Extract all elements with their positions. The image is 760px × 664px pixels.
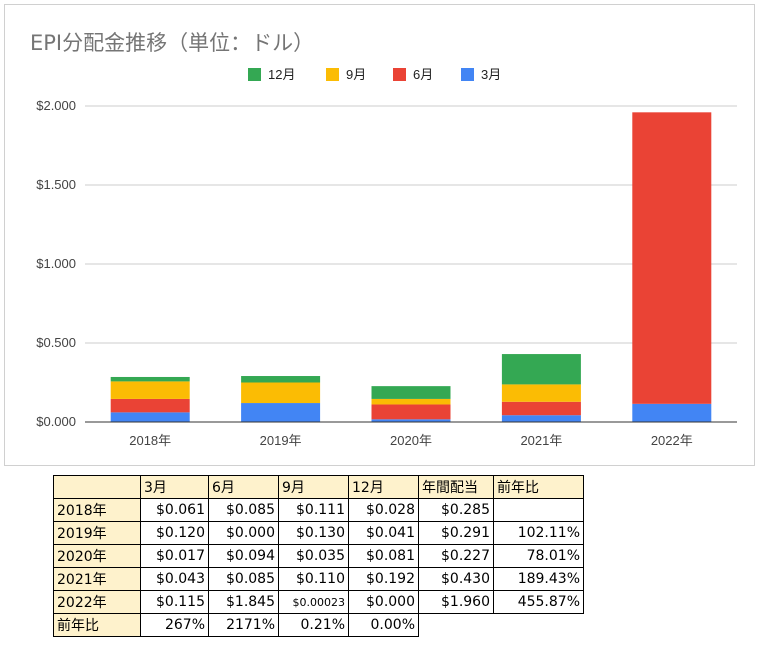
table-cell: $0.000 <box>208 521 279 545</box>
bar-segment <box>110 412 190 422</box>
chart-panel: EPI分配金推移（単位：ドル） $0.000 $0.500 $1.000 $1.500… <box>4 4 755 466</box>
table-cell: $0.000 <box>348 590 419 614</box>
table-cell: $0.094 <box>208 544 279 568</box>
table-cell: $0.085 <box>208 498 279 522</box>
bar-segment <box>371 386 451 399</box>
row-header-cell: 2022年 <box>53 590 141 614</box>
table-cell: $0.115 <box>140 590 209 614</box>
table-cell: $0.192 <box>348 567 419 591</box>
table-cell: $0.291 <box>418 521 494 545</box>
y-tick-label: $1.500 <box>36 177 76 192</box>
table-header-cell: 年間配当 <box>418 475 494 499</box>
y-tick-label: $1.000 <box>36 256 76 271</box>
bar-segment <box>632 403 712 422</box>
y-tick-label: $2.000 <box>36 98 76 113</box>
table-cell: 0.21% <box>278 613 349 637</box>
legend-swatch <box>248 68 261 81</box>
table-header-cell: 3月 <box>140 475 209 499</box>
table-cell: $0.227 <box>418 544 494 568</box>
table-cell: $0.120 <box>140 521 209 545</box>
legend-swatch <box>461 68 474 81</box>
x-tick-label: 2019年 <box>260 433 302 448</box>
table-cell: $0.041 <box>348 521 419 545</box>
row-header-cell: 2020年 <box>53 544 141 568</box>
bar-segment <box>241 382 321 404</box>
table-cell: $1.960 <box>418 590 494 614</box>
bar-segment <box>501 354 581 385</box>
table-cell: $0.081 <box>348 544 419 568</box>
table-row: 2018年 $0.061 $0.085 $0.111 $0.028 $0.285 <box>53 498 584 522</box>
row-header-cell: 2018年 <box>53 498 141 522</box>
table-header-cell: 9月 <box>278 475 349 499</box>
table-cell: $0.028 <box>348 498 419 522</box>
legend-swatch <box>393 68 406 81</box>
bar-segment <box>632 112 712 404</box>
stacked-bar-chart: $0.000 $0.500 $1.000 $1.500 $2.000 2018年 2019年… <box>36 67 737 448</box>
table-cell: $0.017 <box>140 544 209 568</box>
chart-title: EPI分配金推移（単位：ドル） <box>30 31 315 55</box>
table-header-cell <box>53 475 141 499</box>
legend-swatch <box>326 68 339 81</box>
axes: $0.000 $0.500 $1.000 $1.500 $2.000 2018年 2019年… <box>36 98 737 448</box>
bar-segment <box>241 376 321 383</box>
table-cell: $0.035 <box>278 544 349 568</box>
bar-segment <box>501 401 581 416</box>
bar-segment <box>371 398 451 405</box>
table-header-cell: 6月 <box>208 475 279 499</box>
table-header-cell: 前年比 <box>493 475 584 499</box>
bar-segment <box>110 398 190 413</box>
row-header-cell: 2021年 <box>53 567 141 591</box>
bars <box>110 112 712 422</box>
bar-segment <box>501 415 581 422</box>
table-cell: $0.430 <box>418 567 494 591</box>
table-cell: $0.061 <box>140 498 209 522</box>
table-cell: $0.285 <box>418 498 494 522</box>
y-tick-label: $0.500 <box>36 335 76 350</box>
table-row: 2019年 $0.120 $0.000 $0.130 $0.041 $0.291 102.1… <box>53 521 584 545</box>
table-header-row: 3月 6月 9月 12月 年間配当 前年比 <box>53 475 584 499</box>
table-cell: $0.110 <box>278 567 349 591</box>
y-tick-label: $0.000 <box>36 414 76 429</box>
x-tick-label: 2020年 <box>390 433 432 448</box>
row-header-cell: 2019年 <box>53 521 141 545</box>
table-cell: 0.00% <box>348 613 419 637</box>
gridlines <box>85 105 737 344</box>
table-cell: $0.111 <box>278 498 349 522</box>
table-cell: 102.11% <box>493 521 584 545</box>
table-cell: 267% <box>140 613 209 637</box>
table-cell: 189.43% <box>493 567 584 591</box>
bar-segment <box>371 419 451 422</box>
bar-segment <box>241 403 321 422</box>
table-row: 2020年 $0.017 $0.094 $0.035 $0.081 $0.227 78.01… <box>53 544 584 568</box>
table-row: 前年比 267% 2171% 0.21% 0.00% <box>53 613 584 637</box>
table-cell: 2171% <box>208 613 279 637</box>
table-cell: 455.87% <box>493 590 584 614</box>
table-cell: $0.085 <box>208 567 279 591</box>
row-header-cell: 前年比 <box>53 613 141 637</box>
x-tick-label: 2022年 <box>651 433 693 448</box>
bar-segment <box>371 404 451 420</box>
table-cell: $0.00023 <box>278 590 349 614</box>
x-tick-label: 2021年 <box>520 433 562 448</box>
x-tick-label: 2018年 <box>129 433 171 448</box>
table-row: 2021年 $0.043 $0.085 $0.110 $0.192 $0.430 189.4… <box>53 567 584 591</box>
bar-segment <box>110 381 190 399</box>
table-cell <box>493 498 584 522</box>
legend-label: 12月 <box>268 67 295 82</box>
legend-label: 6月 <box>413 67 433 82</box>
table-row: 2022年 $0.115 $1.845 $0.00023 $0.000 $1.960 455… <box>53 590 584 614</box>
empty-cell <box>419 614 494 637</box>
table-cell: $0.130 <box>278 521 349 545</box>
table-cell: $0.043 <box>140 567 209 591</box>
table-cell: $1.845 <box>208 590 279 614</box>
legend-label: 9月 <box>346 67 366 82</box>
empty-cell <box>494 614 584 637</box>
bar-segment <box>501 384 581 402</box>
table-header-cell: 12月 <box>348 475 419 499</box>
dividend-table: 3月 6月 9月 12月 年間配当 前年比 2018年 $0.061 $0.085 $0.111 $… <box>53 475 584 637</box>
bar-segment <box>110 376 190 382</box>
legend: 12月 9月 6月 3月 <box>248 67 501 82</box>
table-cell: 78.01% <box>493 544 584 568</box>
legend-label: 3月 <box>481 67 501 82</box>
